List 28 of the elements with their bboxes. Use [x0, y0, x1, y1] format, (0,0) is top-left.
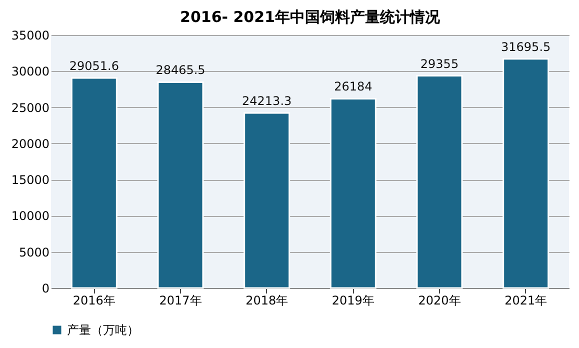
data-label: 31695.5	[501, 40, 551, 54]
data-label: 28465.5	[156, 63, 206, 78]
y-tick-label: 25000	[11, 100, 50, 115]
data-label: 29355	[420, 56, 459, 71]
y-tick-label: 10000	[11, 209, 50, 224]
data-label: 26184	[334, 80, 372, 94]
y-tick-label: 20000	[11, 136, 50, 151]
y-tick-label: 35000	[11, 28, 50, 42]
bar	[157, 81, 204, 289]
bar	[244, 112, 290, 289]
x-tick-label: 2017年	[159, 294, 202, 308]
x-tick-label: 2016年	[72, 294, 116, 308]
bar	[502, 58, 550, 289]
bar	[330, 98, 376, 289]
data-label: 29051.6	[69, 59, 119, 73]
chart-title: 2016- 2021年中国饲料产量统计情况	[180, 8, 441, 26]
x-tick-label: 2018年	[246, 294, 288, 308]
x-tick-label: 2019年	[332, 294, 374, 308]
bar	[416, 75, 463, 289]
y-tick-label: 30000	[11, 64, 50, 79]
data-label: 24213.3	[242, 94, 292, 108]
x-tick-label: 2021年	[504, 294, 548, 308]
y-tick-label: 0	[42, 282, 50, 296]
x-tick-label: 2020年	[418, 294, 461, 308]
y-tick-label: 5000	[18, 245, 50, 260]
y-tick-label: 15000	[11, 173, 50, 188]
bar	[70, 77, 118, 289]
legend-label: 产量（万吨）	[67, 323, 139, 337]
